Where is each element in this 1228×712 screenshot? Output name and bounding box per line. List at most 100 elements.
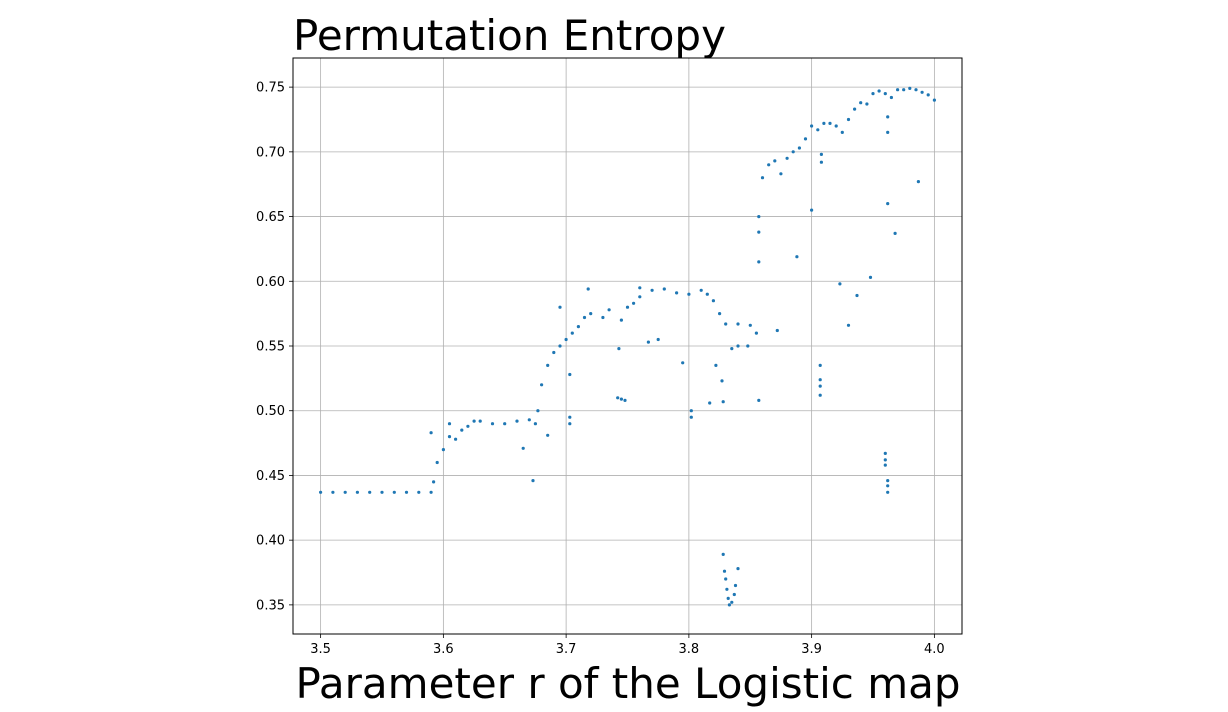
data-point bbox=[748, 323, 752, 327]
data-point bbox=[736, 322, 740, 326]
data-point bbox=[564, 337, 568, 342]
data-point bbox=[429, 431, 433, 435]
data-point bbox=[730, 600, 734, 604]
data-point bbox=[546, 363, 550, 367]
data-point bbox=[625, 305, 630, 309]
data-point bbox=[720, 379, 724, 383]
data-point bbox=[708, 401, 712, 405]
data-point bbox=[754, 331, 759, 335]
data-point bbox=[319, 490, 323, 494]
data-point bbox=[435, 460, 439, 465]
data-point bbox=[883, 451, 887, 455]
data-point bbox=[724, 577, 728, 581]
data-point bbox=[466, 424, 470, 428]
data-point bbox=[607, 308, 611, 312]
data-point bbox=[617, 347, 621, 351]
data-point bbox=[803, 137, 808, 141]
x-tick-label: 4.0 bbox=[924, 642, 945, 657]
y-tick-label: 0.70 bbox=[256, 145, 285, 160]
data-point bbox=[721, 552, 725, 557]
data-point bbox=[886, 115, 890, 119]
data-point bbox=[773, 159, 777, 163]
data-point bbox=[521, 446, 525, 450]
data-point bbox=[515, 419, 519, 423]
chart-title: Permutation Entropy bbox=[293, 11, 726, 60]
data-point bbox=[638, 286, 642, 290]
data-point bbox=[819, 160, 824, 164]
data-point bbox=[822, 121, 826, 125]
data-point bbox=[791, 150, 795, 154]
data-point bbox=[432, 480, 436, 484]
data-point bbox=[828, 121, 832, 125]
data-point bbox=[818, 363, 822, 367]
data-point bbox=[902, 88, 906, 92]
data-point bbox=[818, 393, 822, 397]
data-point bbox=[732, 592, 736, 597]
data-point bbox=[816, 128, 820, 132]
data-point bbox=[687, 292, 691, 296]
data-point bbox=[568, 422, 572, 426]
data-point bbox=[726, 596, 730, 601]
x-tick-label: 3.8 bbox=[679, 642, 700, 657]
data-point bbox=[447, 435, 452, 439]
data-point bbox=[533, 422, 538, 426]
data-point bbox=[889, 95, 894, 100]
data-point bbox=[767, 163, 771, 167]
data-point bbox=[859, 101, 863, 105]
data-point bbox=[531, 479, 535, 483]
data-point bbox=[721, 400, 725, 404]
data-point bbox=[441, 448, 445, 452]
data-point bbox=[886, 484, 890, 488]
data-point bbox=[331, 490, 335, 494]
data-point bbox=[914, 88, 918, 92]
data-point bbox=[838, 282, 842, 286]
data-point bbox=[632, 301, 636, 305]
data-point bbox=[932, 98, 937, 102]
data-point bbox=[589, 312, 593, 316]
data-point bbox=[447, 422, 452, 426]
data-point bbox=[601, 315, 605, 320]
data-point bbox=[736, 567, 740, 571]
data-point bbox=[886, 202, 890, 206]
data-point bbox=[868, 275, 873, 279]
data-point bbox=[650, 288, 654, 292]
data-point bbox=[896, 88, 900, 92]
data-point bbox=[871, 92, 875, 96]
data-point bbox=[718, 312, 722, 316]
data-point bbox=[886, 490, 890, 494]
data-point bbox=[757, 215, 761, 219]
data-point bbox=[724, 322, 728, 326]
data-point bbox=[757, 230, 761, 234]
data-point bbox=[586, 287, 590, 291]
data-point bbox=[490, 422, 495, 426]
data-point bbox=[582, 315, 587, 320]
data-point bbox=[503, 422, 507, 426]
data-point bbox=[454, 437, 458, 441]
data-point bbox=[846, 117, 851, 122]
data-point bbox=[908, 86, 912, 90]
data-point bbox=[779, 172, 783, 176]
data-point bbox=[714, 363, 718, 367]
grid bbox=[293, 58, 962, 634]
data-point bbox=[558, 305, 562, 309]
data-point bbox=[733, 583, 738, 588]
data-point bbox=[785, 156, 789, 160]
data-point bbox=[883, 463, 887, 467]
data-point bbox=[855, 293, 859, 298]
data-point bbox=[380, 490, 384, 494]
data-point bbox=[675, 291, 679, 295]
y-axis-ticks: 0.35 0.40 0.45 0.50 0.55 0.60 0.65 0.70 0.75 bbox=[256, 81, 293, 613]
data-point bbox=[699, 288, 703, 292]
data-point bbox=[886, 130, 890, 134]
data-point bbox=[417, 490, 421, 494]
data-point bbox=[343, 490, 347, 494]
data-point bbox=[736, 344, 740, 348]
data-point bbox=[757, 398, 761, 402]
data-point bbox=[757, 260, 761, 264]
data-point bbox=[681, 361, 685, 365]
data-point bbox=[727, 603, 732, 607]
data-point bbox=[746, 344, 750, 348]
x-tick-label: 3.6 bbox=[433, 642, 454, 657]
data-point bbox=[722, 569, 727, 573]
